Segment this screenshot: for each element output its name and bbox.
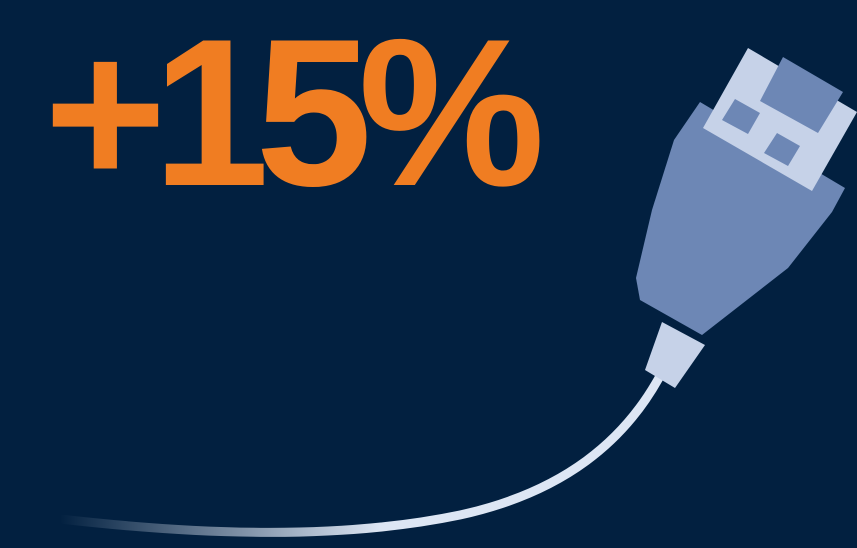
- plug-slot-right: [764, 133, 800, 166]
- plug-boot: [645, 322, 705, 388]
- cable: [55, 371, 665, 537]
- plug-head: [703, 48, 857, 191]
- plug-slot-left: [722, 99, 760, 134]
- growth-percentage: +15%: [44, 0, 545, 230]
- plug-latch: [760, 57, 843, 133]
